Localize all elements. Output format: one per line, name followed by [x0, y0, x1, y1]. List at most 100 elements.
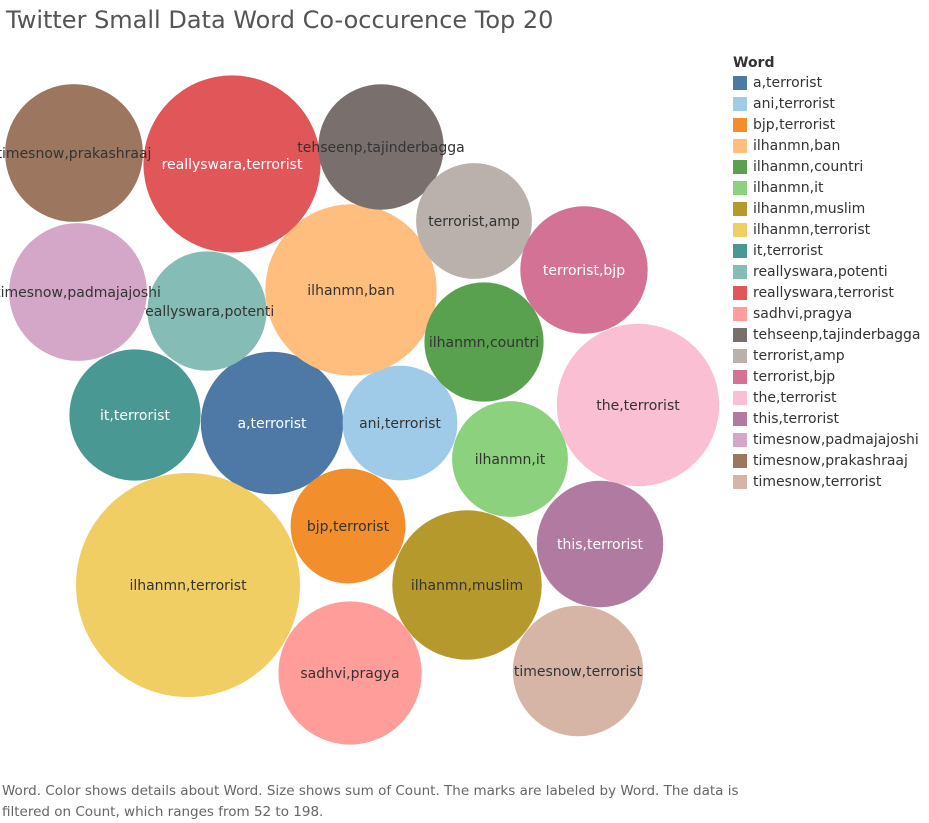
- legend-item[interactable]: timesnow,terrorist: [733, 471, 929, 492]
- bubble-ilhanmn-terrorist[interactable]: ilhanmn,terrorist: [76, 473, 300, 697]
- legend-item[interactable]: terrorist,bjp: [733, 366, 929, 387]
- bubble-mark[interactable]: [424, 282, 544, 402]
- legend-item[interactable]: ani,terrorist: [733, 93, 929, 114]
- bubble-it-terrorist[interactable]: it,terrorist: [69, 349, 201, 481]
- bubble-mark[interactable]: [76, 473, 300, 697]
- bubble-mark[interactable]: [278, 601, 422, 745]
- legend-swatch: [733, 96, 747, 111]
- legend-item[interactable]: tehseenp,tajinderbagga: [733, 324, 929, 345]
- bubble-label: ilhanmn,countri: [429, 335, 539, 351]
- legend: Word a,terrorist ani,terrorist bjp,terrori…: [733, 54, 929, 492]
- legend-label: it,terrorist: [753, 242, 823, 259]
- legend-item[interactable]: ilhanmn,terrorist: [733, 219, 929, 240]
- legend-item[interactable]: the,terrorist: [733, 387, 929, 408]
- bubble-mark[interactable]: [556, 323, 720, 487]
- bubble-mark[interactable]: [290, 468, 406, 584]
- legend-item[interactable]: it,terrorist: [733, 240, 929, 261]
- bubble-reallyswara-potenti[interactable]: reallyswara,potenti: [140, 251, 275, 371]
- bubble-mark[interactable]: [200, 351, 344, 495]
- bubble-reallyswara-terrorist[interactable]: reallyswara,terrorist: [143, 75, 321, 253]
- legend-item[interactable]: ilhanmn,countri: [733, 156, 929, 177]
- legend-item[interactable]: sadhvi,pragya: [733, 303, 929, 324]
- bubble-label: reallyswara,potenti: [140, 304, 275, 320]
- bubble-label: this,terrorist: [557, 537, 644, 553]
- bubble-label: terrorist,bjp: [543, 263, 625, 279]
- bubble-label: a,terrorist: [237, 416, 307, 432]
- bubble-mark[interactable]: [416, 163, 532, 279]
- bubble-mark[interactable]: [147, 251, 267, 371]
- legend-swatch: [733, 306, 747, 321]
- bubble-label: tehseenp,tajinderbagga: [297, 140, 465, 156]
- legend-swatch: [733, 474, 747, 489]
- bubble-a-terrorist[interactable]: a,terrorist: [200, 351, 344, 495]
- bubble-terrorist-bjp[interactable]: terrorist,bjp: [520, 206, 648, 334]
- bubble-bjp-terrorist[interactable]: bjp,terrorist: [290, 468, 406, 584]
- bubble-label: terrorist,amp: [428, 214, 520, 230]
- bubble-label: ilhanmn,terrorist: [129, 578, 247, 594]
- legend-item[interactable]: timesnow,padmajajoshi: [733, 429, 929, 450]
- bubble-terrorist-amp[interactable]: terrorist,amp: [416, 163, 532, 279]
- bubble-label: ilhanmn,muslim: [411, 578, 523, 594]
- legend-swatch: [733, 264, 747, 279]
- legend-title: Word: [733, 55, 775, 71]
- legend-swatch: [733, 411, 747, 426]
- bubble-timesnow-terrorist[interactable]: timesnow,terrorist: [512, 605, 644, 737]
- legend-swatch: [733, 222, 747, 237]
- bubble-ilhanmn-ban[interactable]: ilhanmn,ban: [265, 204, 437, 376]
- chart-caption: Word. Color shows details about Word. Si…: [2, 783, 739, 820]
- bubble-mark[interactable]: [512, 605, 644, 737]
- legend-label: terrorist,amp: [753, 347, 845, 364]
- legend-swatch: [733, 180, 747, 195]
- bubble-mark[interactable]: [392, 510, 542, 660]
- bubble-label: timesnow,padmajajoshi: [0, 285, 161, 301]
- bubble-mark[interactable]: [452, 401, 568, 517]
- legend-label: ilhanmn,muslim: [753, 200, 866, 217]
- bubble-chart: a,terrorist ani,terrorist bjp,terrorist ilh…: [0, 75, 720, 745]
- bubble-this-terrorist[interactable]: this,terrorist: [536, 480, 664, 608]
- legend-label: timesnow,terrorist: [753, 473, 882, 490]
- bubble-ilhanmn-muslim[interactable]: ilhanmn,muslim: [392, 510, 542, 660]
- legend-label: this,terrorist: [753, 410, 840, 427]
- legend-item[interactable]: reallyswara,terrorist: [733, 282, 929, 303]
- bubble-mark[interactable]: [143, 75, 321, 253]
- legend-label: ilhanmn,countri: [753, 158, 864, 175]
- legend-swatch: [733, 390, 747, 405]
- bubble-tehseenp-tajinderbagga[interactable]: tehseenp,tajinderbagga: [297, 84, 465, 210]
- legend-label: sadhvi,pragya: [753, 305, 853, 322]
- bubble-mark[interactable]: [69, 349, 201, 481]
- legend-swatch: [733, 327, 747, 342]
- legend-label: terrorist,bjp: [753, 368, 836, 385]
- bubble-ilhanmn-it[interactable]: ilhanmn,it: [452, 401, 568, 517]
- legend-label: ilhanmn,ban: [753, 137, 841, 154]
- bubble-ilhanmn-countri[interactable]: ilhanmn,countri: [424, 282, 544, 402]
- bubble-mark[interactable]: [265, 204, 437, 376]
- legend-swatch: [733, 159, 747, 174]
- legend-swatch: [733, 285, 747, 300]
- bubble-mark[interactable]: [520, 206, 648, 334]
- legend-item[interactable]: this,terrorist: [733, 408, 929, 429]
- chart-title: Twitter Small Data Word Co-occurence Top…: [6, 6, 554, 34]
- legend-item[interactable]: timesnow,prakashraaj: [733, 450, 929, 471]
- bubble-mark[interactable]: [9, 223, 147, 361]
- bubble-ani-terrorist[interactable]: ani,terrorist: [342, 365, 458, 481]
- bubble-mark[interactable]: [5, 84, 143, 222]
- bubble-sadhvi-pragya[interactable]: sadhvi,pragya: [278, 601, 422, 745]
- legend-item[interactable]: ilhanmn,it: [733, 177, 929, 198]
- legend-label: the,terrorist: [753, 389, 837, 406]
- legend-item[interactable]: reallyswara,potenti: [733, 261, 929, 282]
- bubble-timesnow-prakashraaj[interactable]: timesnow,prakashraaj: [0, 84, 151, 222]
- legend-label: ani,terrorist: [753, 95, 835, 112]
- bubble-label: timesnow,prakashraaj: [0, 146, 151, 162]
- legend-item[interactable]: ilhanmn,muslim: [733, 198, 929, 219]
- bubble-mark[interactable]: [536, 480, 664, 608]
- bubble-mark[interactable]: [318, 84, 444, 210]
- bubble-the-terrorist[interactable]: the,terrorist: [556, 323, 720, 487]
- bubble-label: ilhanmn,it: [475, 452, 546, 468]
- bubble-timesnow-padmajajoshi[interactable]: timesnow,padmajajoshi: [0, 223, 161, 361]
- legend-item[interactable]: ilhanmn,ban: [733, 135, 929, 156]
- bubble-mark[interactable]: [342, 365, 458, 481]
- legend-item[interactable]: a,terrorist: [733, 72, 929, 93]
- legend-item[interactable]: terrorist,amp: [733, 345, 929, 366]
- legend-item[interactable]: bjp,terrorist: [733, 114, 929, 135]
- legend-swatch: [733, 348, 747, 363]
